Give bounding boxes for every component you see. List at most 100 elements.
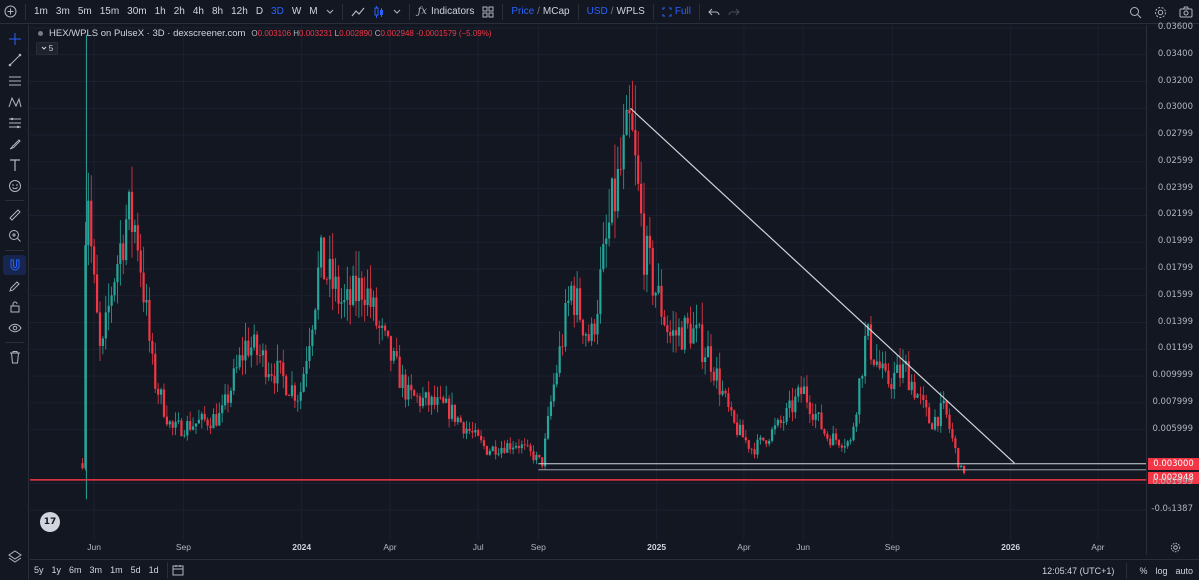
interval-3m[interactable]: 3m [55, 6, 70, 17]
range-5d[interactable]: 5d [130, 565, 141, 575]
candle-body [779, 419, 782, 423]
candle-body [544, 438, 547, 467]
candle-body [814, 413, 817, 420]
interval-5m[interactable]: 5m [77, 6, 92, 17]
candle-body [351, 275, 355, 305]
price-axis[interactable]: 0.003000 0.002948 0.03600 0.03400 0.03200 0… [1146, 22, 1199, 555]
zoom-tool[interactable] [3, 226, 26, 246]
mcap-option[interactable]: MCap [542, 6, 570, 17]
pattern-tool[interactable] [3, 92, 26, 112]
candle-body [84, 245, 87, 469]
interval-m[interactable]: M [309, 6, 318, 17]
add-symbol-icon[interactable] [0, 0, 21, 24]
magnet-tool[interactable] [3, 255, 26, 275]
text-icon [8, 158, 22, 172]
fib-tool[interactable] [3, 113, 26, 133]
price-chart[interactable] [30, 25, 1146, 555]
candle-body [567, 300, 570, 304]
gear-icon[interactable] [1154, 6, 1167, 19]
indicators-collapse-button[interactable]: 5 [36, 42, 58, 55]
full-history-button[interactable]: Full [658, 0, 695, 24]
candle-body [721, 390, 724, 395]
candle-body [736, 422, 739, 435]
interval-d[interactable]: D [255, 6, 264, 17]
line-chart-icon[interactable] [347, 0, 369, 24]
ruler-tool[interactable] [3, 205, 26, 225]
range-1y[interactable]: 1y [51, 565, 62, 575]
text-tool[interactable] [3, 155, 26, 175]
interval-8h[interactable]: 8h [212, 6, 224, 17]
chevron-down-icon[interactable] [322, 0, 338, 24]
interval-1h[interactable]: 1h [154, 6, 166, 17]
interval-4h[interactable]: 4h [192, 6, 204, 17]
auto-toggle[interactable]: auto [1175, 565, 1193, 576]
camera-icon[interactable] [1179, 6, 1193, 18]
candle-body [811, 414, 814, 420]
candle-body [715, 368, 718, 381]
percent-toggle[interactable]: % [1139, 565, 1148, 576]
price-option[interactable]: Price [511, 6, 535, 17]
interval-2h[interactable]: 2h [173, 6, 185, 17]
trend-line-tool[interactable] [3, 50, 26, 70]
quick-search-icon[interactable] [1129, 6, 1142, 19]
quote-currency-toggle[interactable]: USD / WPLS [583, 0, 649, 24]
axis-settings-icon[interactable] [1170, 542, 1181, 553]
lock-drawing-mode-tool[interactable] [3, 276, 26, 296]
brush-tool[interactable] [3, 134, 26, 154]
candle-body [512, 447, 515, 450]
emoji-tool[interactable] [3, 176, 26, 196]
candle-body [154, 353, 157, 389]
tradingview-logo[interactable]: 17 [40, 512, 60, 532]
candle-body [698, 324, 701, 326]
lock-tool[interactable] [3, 297, 26, 317]
candle-body [625, 109, 628, 135]
time-axis[interactable]: Jun Sep 2024 Apr Jul Sep 2025 Apr Jun Sep 2026 Apr [30, 538, 1146, 555]
low-value: 0.002890 [339, 29, 373, 38]
candle-body [913, 381, 916, 398]
interval-w[interactable]: W [291, 6, 302, 17]
wpls-option[interactable]: WPLS [616, 6, 645, 17]
candle-body [459, 417, 462, 423]
candle-body [634, 129, 637, 156]
horizontal-lines-tool[interactable] [3, 71, 26, 91]
collapse-legend-icon[interactable] [38, 31, 43, 36]
object-tree-tool[interactable] [3, 547, 26, 567]
candle-body [869, 324, 873, 360]
date-range-icon[interactable] [172, 564, 184, 576]
hide-tool[interactable] [3, 318, 26, 338]
candle-body [858, 378, 861, 415]
interval-12h[interactable]: 12h [231, 6, 248, 17]
range-6m[interactable]: 6m [69, 565, 82, 575]
candle-body [503, 447, 506, 453]
price-mcap-toggle[interactable]: Price / MCap [507, 0, 573, 24]
layout-grid-icon[interactable] [478, 0, 498, 24]
candle-body [421, 397, 425, 407]
interval-15m[interactable]: 15m [99, 6, 120, 17]
time-tick-label: Apr [383, 542, 397, 552]
range-1m[interactable]: 1m [110, 565, 123, 575]
remove-drawings-tool[interactable] [3, 347, 26, 367]
chevron-down-icon[interactable] [389, 0, 405, 24]
candle-body [381, 325, 384, 328]
interval-30m[interactable]: 30m [127, 6, 147, 17]
candle-body [587, 334, 590, 341]
candle-body [637, 155, 640, 184]
interval-1m[interactable]: 1m [34, 6, 48, 17]
range-5y[interactable]: 5y [34, 565, 44, 575]
interval-3d[interactable]: 3D [271, 6, 284, 17]
candles-icon[interactable] [369, 0, 389, 24]
crosshair-tool[interactable] [3, 29, 26, 49]
usd-option[interactable]: USD [586, 6, 608, 17]
log-toggle[interactable]: log [1155, 565, 1168, 576]
magnet-icon [8, 258, 22, 272]
pattern-icon [8, 95, 22, 109]
undo-icon[interactable] [704, 0, 724, 24]
clock[interactable]: 12:05:47 (UTC+1) [1042, 565, 1115, 576]
chevron-down-icon [41, 46, 47, 51]
candle-body [602, 244, 605, 270]
candle-body [506, 443, 509, 453]
redo-icon[interactable] [724, 0, 744, 24]
indicators-button[interactable]: ƒx Indicators [414, 0, 479, 24]
range-3m[interactable]: 3m [89, 565, 103, 575]
range-1d[interactable]: 1d [148, 565, 159, 575]
